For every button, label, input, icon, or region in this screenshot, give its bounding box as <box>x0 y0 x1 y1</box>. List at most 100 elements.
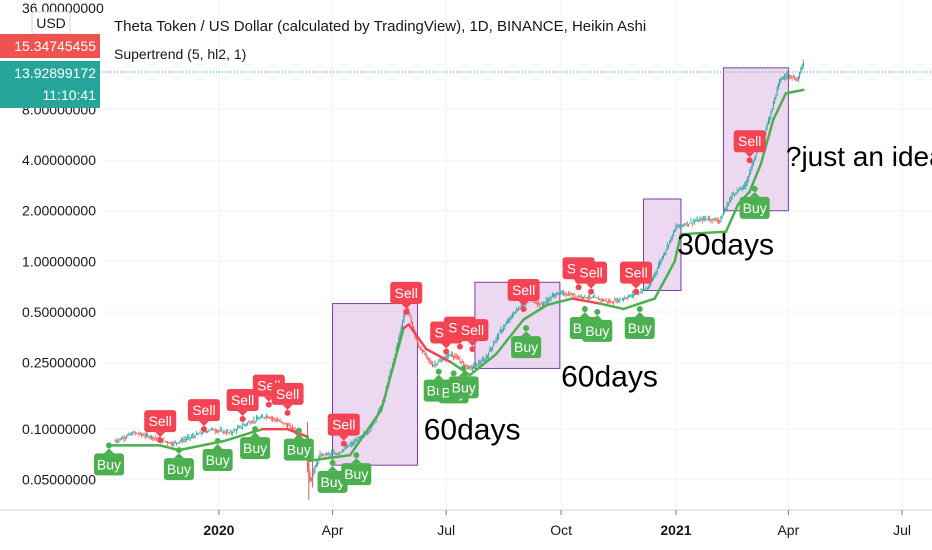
candle-body <box>430 362 432 365</box>
candle-body <box>446 357 448 359</box>
candle-body <box>704 218 706 220</box>
candle-body <box>149 436 151 438</box>
candle-body <box>786 74 788 76</box>
candle-body <box>255 418 257 420</box>
candle-body <box>480 362 482 364</box>
candle-body <box>242 426 244 428</box>
candle-body <box>561 292 563 294</box>
candle-body <box>695 220 697 222</box>
chart-title: Theta Token / US Dollar (calculated by T… <box>114 18 646 35</box>
candle-body <box>192 435 194 437</box>
candle-body <box>486 355 488 358</box>
candle-body <box>332 453 334 454</box>
sell-signal: Sell <box>456 319 489 353</box>
candle-body <box>373 422 375 425</box>
candle-body <box>205 430 207 432</box>
annotation-boxes <box>332 67 789 466</box>
supertrend-segment <box>348 408 383 457</box>
signal-dot <box>746 157 753 164</box>
candle-body <box>410 318 412 324</box>
candle-body <box>648 287 650 289</box>
signal-box <box>187 399 220 422</box>
candle-body <box>128 433 130 435</box>
candle-body <box>328 453 330 455</box>
candle-body <box>606 301 608 303</box>
candle-body <box>398 338 400 344</box>
candle-body <box>511 315 513 318</box>
signal-label: Sell <box>276 386 299 402</box>
sell-signal: Sell <box>144 410 177 444</box>
candle-body <box>520 305 522 307</box>
candle-body <box>369 430 371 432</box>
signal-dot <box>636 305 643 312</box>
candle-body <box>721 216 723 219</box>
candle-body <box>496 335 498 338</box>
signal-label: Buy <box>167 461 191 477</box>
candle-body <box>403 316 405 322</box>
candle-body <box>164 440 166 442</box>
time-tick-label: 2021 <box>660 522 691 538</box>
candle-body <box>214 430 216 432</box>
candle-body <box>621 298 623 300</box>
signal-dot <box>523 325 530 332</box>
candle-body <box>130 433 132 435</box>
signal-dot <box>353 452 360 459</box>
candle-body <box>795 79 797 81</box>
candle-body <box>599 298 601 300</box>
candle-body <box>506 321 508 324</box>
signal-pointer <box>263 396 274 402</box>
candle-body <box>516 309 518 311</box>
candle-body <box>549 297 551 299</box>
candle-body <box>225 432 227 434</box>
candle-body <box>573 294 575 295</box>
candle-body <box>150 436 152 437</box>
candle-body <box>272 418 274 419</box>
supertrend-segment <box>407 323 428 351</box>
candle-body <box>367 432 369 434</box>
candle-body <box>669 240 671 244</box>
signal-box <box>283 438 314 461</box>
candle-body <box>223 431 225 432</box>
signal-pointer <box>521 331 532 337</box>
candle-body <box>800 67 802 73</box>
candle-body <box>451 354 453 357</box>
signal-dot <box>105 442 112 449</box>
candle-body <box>333 452 335 454</box>
candle-body <box>736 190 738 192</box>
candle-body <box>784 76 786 78</box>
candle-body <box>697 221 699 222</box>
candle-body <box>491 346 493 349</box>
candle-body <box>309 472 311 481</box>
candle-body <box>657 265 659 269</box>
candle-body <box>409 312 411 317</box>
candle-body <box>273 418 275 420</box>
buy-signal: Buy <box>163 447 194 481</box>
candle-body <box>745 182 747 187</box>
signal-pointer <box>282 404 293 410</box>
signal-label: Sell <box>231 392 254 408</box>
time-axis[interactable]: 2020 Apr Jul Oct 2021 Apr Jul <box>0 509 932 538</box>
candle-body <box>440 359 442 361</box>
candle-body <box>232 432 234 434</box>
candle-body <box>243 424 245 426</box>
candle-body <box>436 363 438 364</box>
candle-body <box>578 295 580 297</box>
candle-body <box>565 294 567 296</box>
candle-body <box>694 221 696 223</box>
signal-pointer <box>250 432 261 438</box>
candle-body <box>335 453 337 455</box>
candle-body <box>485 357 487 360</box>
price-axis[interactable]: 8.000000004.000000002.000000001.00000000… <box>22 102 96 488</box>
signal-label: Sell <box>512 282 535 298</box>
candle-body <box>515 309 517 312</box>
candle-body <box>505 323 507 326</box>
candle-body <box>172 443 174 446</box>
candle-body <box>169 442 171 444</box>
candle-body <box>471 367 473 369</box>
candle-body <box>479 362 481 364</box>
candle-body <box>772 101 774 107</box>
candle-body <box>508 320 510 323</box>
currency-label: USD <box>36 15 66 31</box>
candle-body <box>765 128 767 132</box>
